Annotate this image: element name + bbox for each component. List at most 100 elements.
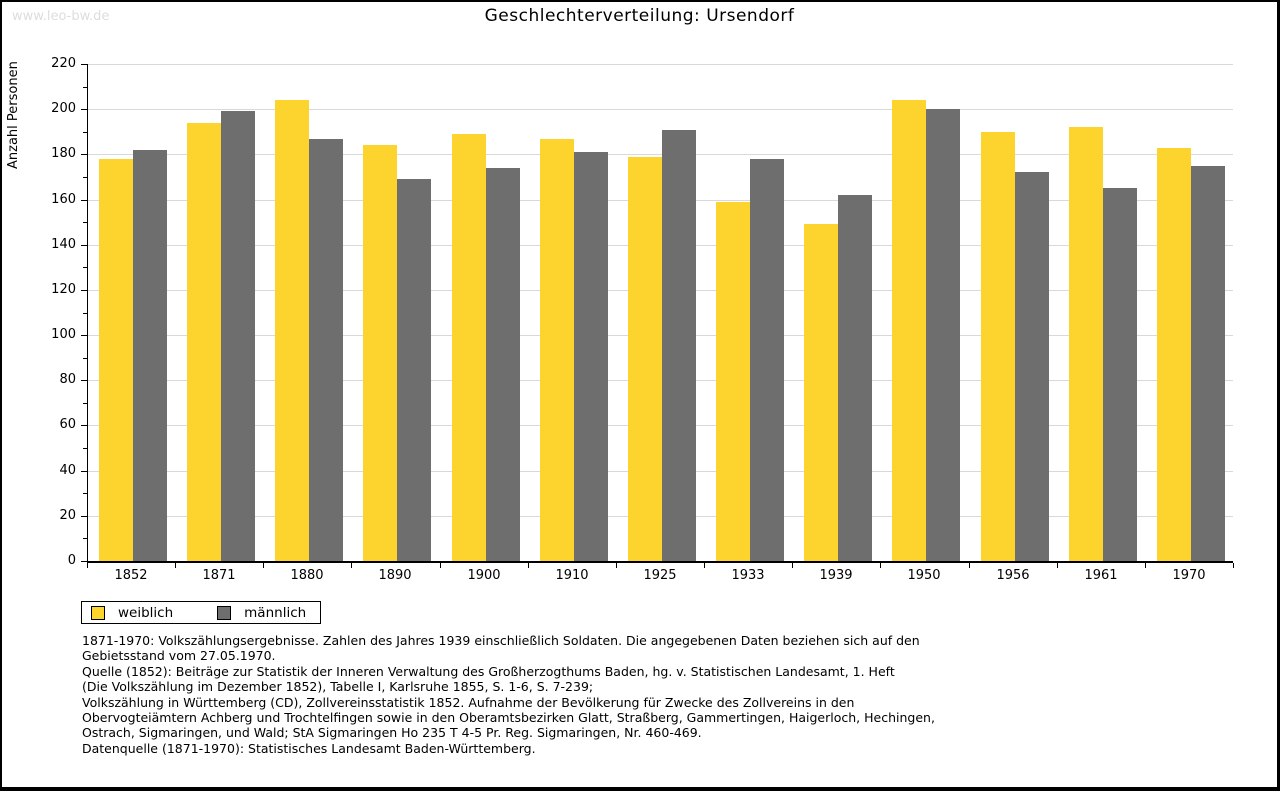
- y-minor-tick: [83, 538, 87, 539]
- bar-männlich-1910: [574, 152, 608, 561]
- x-tick: [528, 563, 529, 568]
- y-major-tick: [81, 471, 87, 472]
- bar-männlich-1956: [1015, 172, 1049, 561]
- bar-chart-plot: 0 20 40 60 80 100 120 140 160 180 200 220 1852 1871 18…: [2, 2, 1277, 602]
- y-tick-label: 100: [51, 327, 76, 342]
- gridline: [87, 109, 1233, 110]
- x-tick-label: 1933: [731, 568, 765, 583]
- x-tick-label: 1910: [555, 568, 589, 583]
- bar-männlich-1961: [1103, 188, 1137, 561]
- y-minor-tick: [83, 87, 87, 88]
- y-tick-label: 0: [67, 553, 76, 568]
- x-tick: [351, 563, 352, 568]
- x-tick-label: 1925: [643, 568, 677, 583]
- bar-männlich-1890: [397, 179, 431, 561]
- bar-männlich-1871: [221, 111, 255, 561]
- x-tick: [616, 563, 617, 568]
- gridline: [87, 64, 1233, 65]
- bar-weiblich-1880: [275, 100, 309, 561]
- bar-weiblich-1970: [1157, 148, 1191, 561]
- y-major-tick: [81, 64, 87, 65]
- bar-weiblich-1950: [892, 100, 926, 561]
- bar-männlich-1939: [838, 195, 872, 561]
- note-line: Obervogteiämtern Achberg und Trochtelfin…: [82, 710, 935, 726]
- y-major-tick: [81, 154, 87, 155]
- y-major-tick: [81, 109, 87, 110]
- y-minor-tick: [83, 403, 87, 404]
- x-tick: [175, 563, 176, 568]
- x-tick: [1145, 563, 1146, 568]
- x-tick-label: 1880: [290, 568, 324, 583]
- x-tick: [440, 563, 441, 568]
- y-tick-label: 140: [51, 237, 76, 252]
- x-tick: [704, 563, 705, 568]
- x-axis-line: [87, 561, 1233, 563]
- bar-weiblich-1961: [1069, 127, 1103, 561]
- y-major-tick: [81, 561, 87, 562]
- note-line: 1871-1970: Volkszählungsergebnisse. Zahl…: [82, 633, 920, 648]
- bar-männlich-1852: [133, 150, 167, 561]
- bar-weiblich-1910: [540, 139, 574, 561]
- y-major-tick: [81, 516, 87, 517]
- bar-männlich-1880: [309, 139, 343, 561]
- bar-weiblich-1871: [187, 123, 221, 561]
- y-minor-tick: [83, 313, 87, 314]
- bar-weiblich-1890: [363, 145, 397, 561]
- x-tick-label: 1871: [202, 568, 236, 583]
- legend-swatch-weiblich: [91, 605, 105, 620]
- legend-label-weiblich: weiblich: [118, 604, 174, 621]
- datasource-note: Datenquelle (1871-1970): Statistisches L…: [82, 741, 536, 756]
- bar-weiblich-1852: [99, 159, 133, 561]
- y-major-tick: [81, 245, 87, 246]
- note-line: Volkszählung in Württemberg (CD), Zollve…: [82, 694, 855, 710]
- x-tick: [969, 563, 970, 568]
- y-minor-tick: [83, 448, 87, 449]
- y-axis-line: [87, 64, 88, 561]
- watermark-text: www.leo-bw.de: [12, 9, 110, 24]
- legend-swatch-männlich: [217, 605, 232, 620]
- bar-männlich-1950: [926, 109, 960, 561]
- y-tick-label: 40: [59, 463, 76, 478]
- legend-item-weiblich: weiblich: [91, 605, 173, 621]
- legend: weiblich männlich: [81, 601, 322, 624]
- x-tick: [792, 563, 793, 568]
- chart-title: Geschlechterverteilung: Ursendorf: [484, 6, 795, 26]
- x-tick: [87, 563, 88, 568]
- legend-label-männlich: männlich: [244, 604, 307, 621]
- y-tick-label: 80: [59, 372, 76, 387]
- x-tick: [263, 563, 264, 568]
- y-minor-tick: [83, 358, 87, 359]
- y-tick-label: 60: [59, 417, 76, 432]
- y-major-tick: [81, 200, 87, 201]
- x-tick-label: 1939: [819, 568, 853, 583]
- x-tick-label: 1852: [114, 568, 148, 583]
- note-line: Quelle (1852): Beiträge zur Statistik de…: [82, 663, 895, 679]
- y-minor-tick: [83, 177, 87, 178]
- y-tick-label: 20: [59, 508, 76, 523]
- x-tick: [1057, 563, 1058, 568]
- bar-männlich-1933: [750, 159, 784, 561]
- note-line: Ostrach, Sigmaringen, und Wald; StA Sigm…: [82, 725, 702, 741]
- y-major-tick: [81, 335, 87, 336]
- bar-weiblich-1900: [452, 134, 486, 561]
- bar-männlich-1925: [662, 130, 696, 561]
- x-tick-label: 1961: [1084, 568, 1118, 583]
- gridline: [87, 154, 1233, 155]
- y-tick-label: 160: [51, 192, 76, 207]
- bar-weiblich-1956: [981, 132, 1015, 561]
- x-tick-label: 1970: [1172, 568, 1206, 583]
- y-tick-label: 200: [51, 101, 76, 116]
- y-minor-tick: [83, 493, 87, 494]
- y-tick-label: 220: [51, 56, 76, 71]
- bar-weiblich-1933: [716, 202, 750, 561]
- y-minor-tick: [83, 222, 87, 223]
- y-tick-label: 120: [51, 282, 76, 297]
- bar-weiblich-1925: [628, 157, 662, 561]
- y-minor-tick: [83, 267, 87, 268]
- y-major-tick: [81, 290, 87, 291]
- y-major-tick: [81, 425, 87, 426]
- bar-männlich-1970: [1191, 166, 1225, 561]
- note-line: Gebietsstand vom 27.05.1970.: [82, 648, 276, 664]
- bar-weiblich-1939: [804, 224, 838, 561]
